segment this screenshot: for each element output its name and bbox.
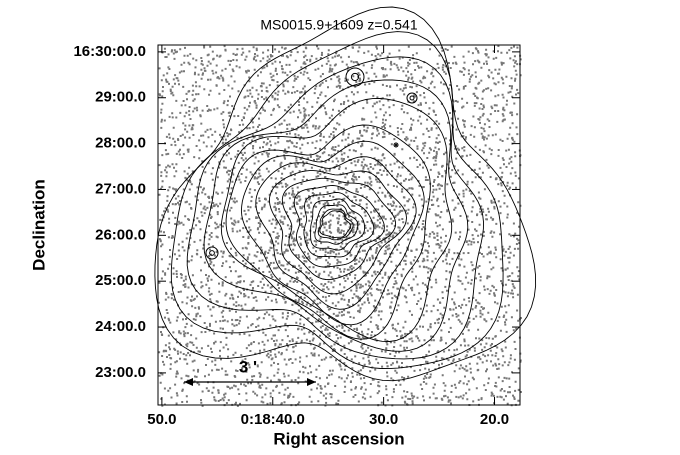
contour (154, 6, 537, 382)
point-source-contour (394, 143, 398, 147)
point-source-contour (393, 142, 399, 148)
x-tick-label: 0:18:40.0 (241, 411, 305, 428)
x-tick-label: 30.0 (369, 411, 398, 428)
point-source-contour (350, 72, 360, 82)
contour (317, 208, 354, 241)
y-tick-label: 27:00.0 (95, 180, 146, 197)
photon-noise (158, 45, 522, 407)
contour (319, 210, 352, 238)
plot-area: 3 ' (154, 6, 537, 407)
contour (303, 191, 375, 258)
y-tick-label: 24:00.0 (95, 318, 146, 335)
scale-label: 3 ' (239, 357, 257, 376)
y-axis-label: Declination (29, 179, 48, 271)
contour (203, 79, 469, 352)
contour (170, 31, 504, 370)
contour (220, 97, 453, 342)
x-axis-label: Right ascension (273, 429, 404, 448)
y-tick-label: 25:00.0 (95, 272, 146, 289)
x-tick-label: 20.0 (480, 411, 509, 428)
chart-title: MS0015.9+1609 z=0.541 (260, 17, 417, 33)
point-source-contour (406, 92, 418, 104)
point-source-contour (209, 250, 215, 256)
contour (293, 185, 385, 268)
contour (268, 170, 407, 295)
contour (314, 204, 359, 245)
contour (225, 124, 431, 340)
y-tick-label: 28:00.0 (95, 135, 146, 152)
point-source-contour (345, 67, 365, 87)
x-tick-label: 50.0 (147, 411, 176, 428)
y-tick-label: 26:00.0 (95, 226, 146, 243)
contour (310, 198, 366, 251)
contour (281, 177, 397, 281)
point-source-contour (409, 95, 415, 101)
y-tick-label: 23:00.0 (95, 364, 146, 381)
y-tick-label: 16:30:00.0 (73, 43, 146, 60)
plot-frame (157, 44, 521, 406)
y-tick-label: 29:00.0 (95, 89, 146, 106)
contour (255, 156, 417, 310)
point-source-contour (205, 246, 219, 260)
contour (240, 140, 425, 326)
contour (186, 56, 484, 360)
